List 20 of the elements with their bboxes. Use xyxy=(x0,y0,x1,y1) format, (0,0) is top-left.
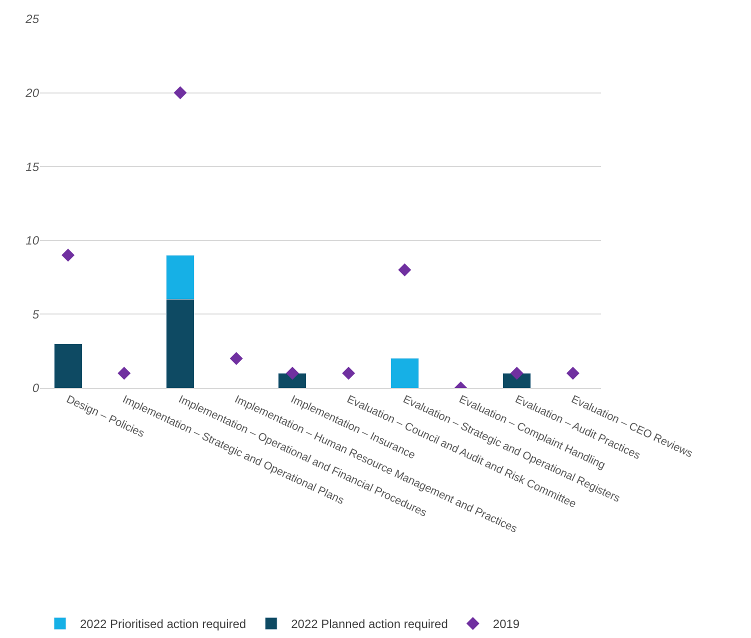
y-tick-label: 15 xyxy=(26,160,40,174)
bar xyxy=(390,358,419,388)
point xyxy=(174,86,187,100)
point xyxy=(510,366,524,380)
legend-label: 2022 Prioritised action required xyxy=(80,617,246,632)
bar xyxy=(54,343,82,388)
y-tick-label: 25 xyxy=(24,12,40,26)
point xyxy=(230,352,243,365)
legend-label: 2022 Planned action required xyxy=(291,617,448,632)
legend-label: 2019 xyxy=(492,617,520,632)
y-tick-label: 10 xyxy=(26,234,40,248)
point xyxy=(286,366,299,380)
point xyxy=(566,366,580,380)
point xyxy=(342,366,356,380)
point xyxy=(398,263,412,276)
y-tick-label: 0 xyxy=(32,381,40,396)
y-tick-label: 5 xyxy=(32,307,40,322)
point xyxy=(118,366,131,380)
y-tick-label: 20 xyxy=(24,86,40,100)
point xyxy=(62,248,75,262)
